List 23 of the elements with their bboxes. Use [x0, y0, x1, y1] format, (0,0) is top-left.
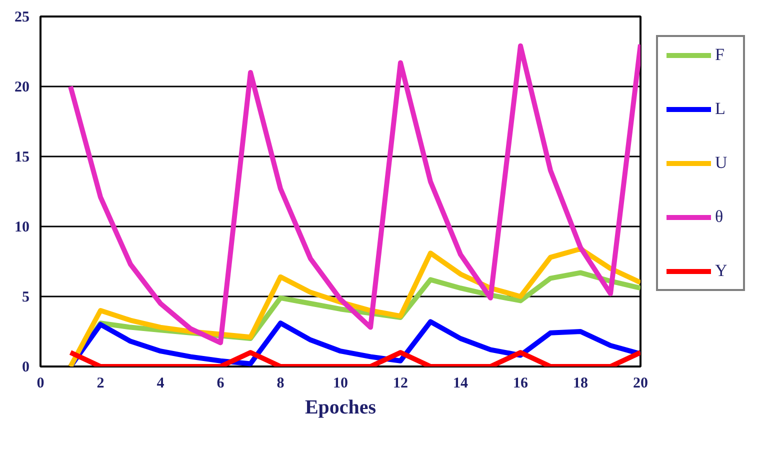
- x-axis-title: Epoches: [304, 396, 376, 418]
- x-tick-label: 6: [216, 376, 225, 392]
- x-tick-label: 8: [276, 376, 284, 392]
- x-tick-label: 20: [633, 376, 648, 392]
- x-tick-label: 0: [36, 376, 44, 392]
- y-tick-label: 10: [14, 220, 30, 236]
- x-tick-label: 4: [156, 376, 165, 392]
- x-tick-label: 12: [393, 376, 408, 392]
- y-tick-label: 25: [14, 10, 30, 26]
- legend-label: L: [715, 99, 726, 119]
- x-tick-label: 2: [96, 376, 104, 392]
- legend-label: U: [715, 153, 728, 173]
- legend-label: Y: [715, 261, 728, 281]
- x-tick-label: 10: [333, 376, 348, 392]
- legend-label: F: [715, 45, 726, 65]
- y-tick-label: 20: [14, 80, 30, 96]
- x-tick-label: 16: [513, 376, 528, 392]
- y-tick-label: 5: [22, 290, 30, 306]
- y-tick-label: 0: [22, 360, 30, 376]
- x-tick-label: 14: [453, 376, 468, 392]
- y-tick-label: 15: [14, 150, 30, 166]
- legend-label: θ: [715, 207, 724, 227]
- x-tick-label: 18: [573, 376, 588, 392]
